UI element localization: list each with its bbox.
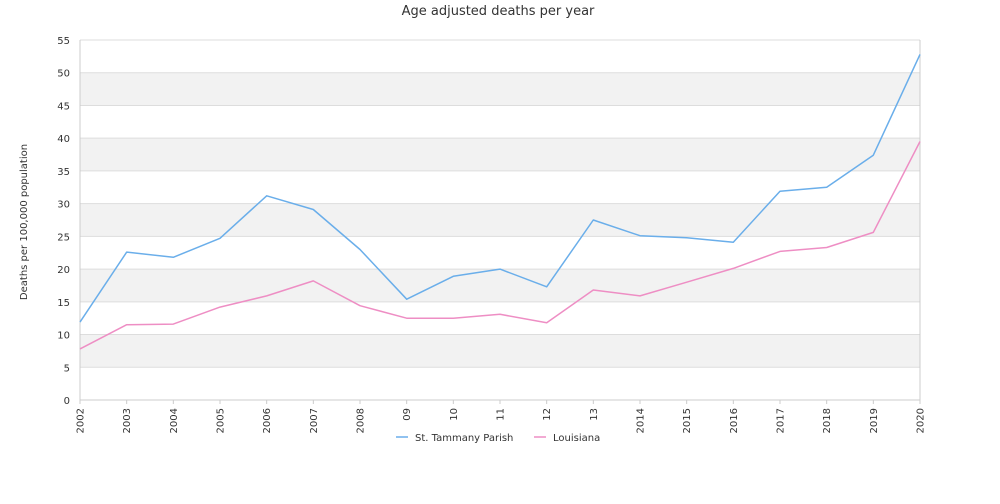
data-point[interactable] xyxy=(591,218,596,223)
y-tick-label: 0 xyxy=(64,396,70,407)
series-line-0 xyxy=(79,54,921,323)
y-tick-label: 10 xyxy=(57,331,70,342)
x-tick-label: 12 xyxy=(542,408,553,421)
data-point[interactable] xyxy=(498,312,503,317)
data-point[interactable] xyxy=(124,322,129,327)
data-point[interactable] xyxy=(78,320,83,325)
x-tick-label: 2017 xyxy=(776,408,787,433)
data-point[interactable] xyxy=(311,278,316,283)
x-tick-label: 2002 xyxy=(76,408,87,433)
grid-band xyxy=(80,138,920,171)
data-point[interactable] xyxy=(544,320,549,325)
y-axis-ticks: 0 5 10 15 20 25 30 35 40 45 50 55 xyxy=(57,36,70,407)
x-tick-label: 2005 xyxy=(216,408,227,433)
data-point[interactable] xyxy=(404,297,409,302)
data-point[interactable] xyxy=(358,303,363,308)
data-point[interactable] xyxy=(358,247,363,252)
x-tick-label: 11 xyxy=(496,408,507,421)
chart-title: Age adjusted deaths per year xyxy=(402,4,595,19)
data-point[interactable] xyxy=(264,293,269,298)
legend: St. Tammany Parish Louisiana xyxy=(396,433,600,444)
x-tick-label: 2006 xyxy=(262,408,273,433)
data-point[interactable] xyxy=(311,207,316,212)
y-tick-label: 40 xyxy=(57,134,70,145)
x-tick-label: 10 xyxy=(449,408,460,421)
y-tick-label: 30 xyxy=(57,200,70,211)
data-point[interactable] xyxy=(171,255,176,260)
data-point[interactable] xyxy=(824,245,829,250)
x-tick-label: 2008 xyxy=(356,408,367,433)
data-point[interactable] xyxy=(451,274,456,279)
y-tick-label: 45 xyxy=(57,101,70,112)
data-point[interactable] xyxy=(918,52,923,57)
data-point[interactable] xyxy=(171,322,176,327)
legend-label: Louisiana xyxy=(553,433,600,444)
legend-label: St. Tammany Parish xyxy=(415,433,513,444)
data-point[interactable] xyxy=(824,185,829,190)
data-point[interactable] xyxy=(684,235,689,240)
grid-band xyxy=(80,203,920,237)
y-tick-label: 25 xyxy=(57,232,70,243)
legend-item[interactable]: Louisiana xyxy=(534,433,600,444)
data-point[interactable] xyxy=(731,240,736,245)
x-tick-label: 2014 xyxy=(636,408,647,433)
x-tick-label: 2016 xyxy=(729,408,740,433)
grid-band xyxy=(80,72,920,106)
x-tick-label: 13 xyxy=(589,408,600,421)
data-point[interactable] xyxy=(684,280,689,285)
data-point[interactable] xyxy=(544,284,549,289)
data-point[interactable] xyxy=(591,288,596,293)
y-tick-label: 15 xyxy=(57,298,70,309)
x-tick-label: 2004 xyxy=(169,408,180,433)
data-point[interactable] xyxy=(124,250,129,255)
data-point[interactable] xyxy=(218,305,223,310)
data-point[interactable] xyxy=(264,193,269,198)
data-point[interactable] xyxy=(404,316,409,321)
data-point[interactable] xyxy=(778,189,783,194)
x-tick-label: 2015 xyxy=(682,408,693,433)
data-point[interactable] xyxy=(871,153,876,158)
y-tick-label: 20 xyxy=(57,265,70,276)
x-tick-label: 2018 xyxy=(822,408,833,433)
legend-item[interactable]: St. Tammany Parish xyxy=(396,433,513,444)
data-point[interactable] xyxy=(871,230,876,235)
x-tick-label: 2019 xyxy=(869,408,880,433)
grid-band xyxy=(80,334,920,368)
data-point[interactable] xyxy=(778,249,783,254)
y-axis-label: Deaths per 100,000 population xyxy=(19,144,30,300)
data-point[interactable] xyxy=(498,267,503,272)
data-point[interactable] xyxy=(78,346,83,351)
y-tick-label: 35 xyxy=(57,167,70,178)
x-tick-label: 2003 xyxy=(122,408,133,433)
data-point[interactable] xyxy=(918,139,923,144)
x-tick-label: 2020 xyxy=(916,408,927,433)
y-tick-label: 50 xyxy=(57,69,70,80)
data-point[interactable] xyxy=(451,316,456,321)
grid-bands xyxy=(80,72,920,368)
x-tick-label: 2007 xyxy=(309,408,320,433)
y-tick-label: 55 xyxy=(57,36,70,47)
x-axis-ticks: 2002 2003 2004 2005 2006 2007 2008 09 10 11 12 13 20… xyxy=(76,400,927,433)
data-point[interactable] xyxy=(638,293,643,298)
data-point[interactable] xyxy=(638,233,643,238)
grid-band xyxy=(80,269,920,302)
series-lines xyxy=(78,52,923,351)
series-line-1 xyxy=(79,141,921,350)
x-tick-label: 09 xyxy=(402,408,413,421)
y-tick-label: 5 xyxy=(64,363,70,374)
data-point[interactable] xyxy=(731,266,736,271)
data-point[interactable] xyxy=(218,236,223,241)
